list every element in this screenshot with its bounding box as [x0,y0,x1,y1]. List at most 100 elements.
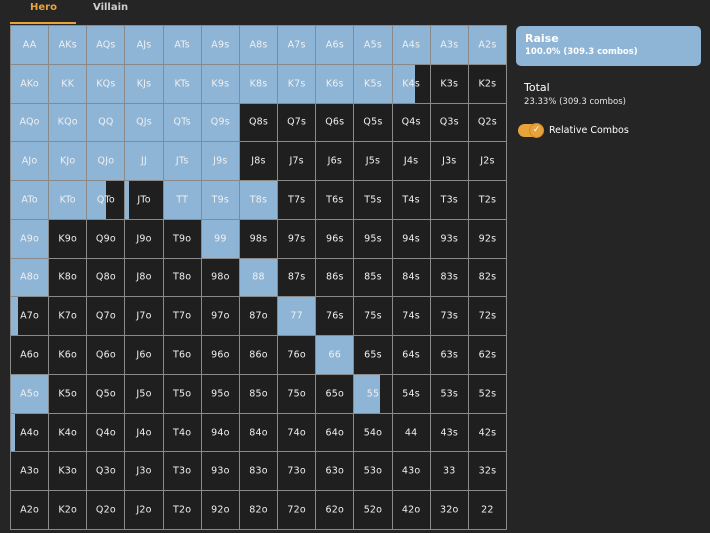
hand-cell[interactable]: J8o [125,258,163,297]
hand-cell[interactable]: T4o [163,413,201,452]
hand-cell[interactable]: AJo [11,142,49,181]
hand-cell[interactable]: Q3o [87,452,125,491]
hand-cell[interactable]: J2o [125,491,163,529]
hand-cell[interactable]: TT [163,181,201,219]
hand-cell[interactable]: T2o [163,491,201,529]
hand-cell[interactable]: 97o [201,297,239,336]
hand-cell[interactable]: 42s [468,413,506,452]
hand-cell[interactable]: 62s [468,336,506,374]
hand-cell[interactable]: KTs [163,64,201,103]
tab-hero[interactable]: Hero [30,2,57,13]
hand-cell[interactable]: J9s [201,142,239,181]
hand-cell[interactable]: T7o [163,297,201,336]
hand-cell[interactable]: AJs [125,26,163,64]
hand-cell[interactable]: 75o [278,374,316,413]
hand-cell[interactable]: J5o [125,374,163,413]
hand-cell[interactable]: 42o [392,491,430,529]
hand-cell[interactable]: 63o [316,452,354,491]
hand-cell[interactable]: T7s [278,181,316,219]
hand-cell[interactable]: J3o [125,452,163,491]
hand-cell[interactable]: 52s [468,374,506,413]
hand-cell[interactable]: Q3s [430,103,468,142]
hand-cell[interactable]: 43s [430,413,468,452]
hand-cell[interactable]: 63s [430,336,468,374]
hand-cell[interactable]: A3o [11,452,49,491]
hand-cell[interactable]: Q5o [87,374,125,413]
hand-cell[interactable]: Q6s [316,103,354,142]
hand-cell[interactable]: 73s [430,297,468,336]
hand-cell[interactable]: Q7s [278,103,316,142]
hand-cell[interactable]: 95s [354,219,392,258]
hand-cell[interactable]: QTo [87,181,125,219]
hand-cell[interactable]: K7s [278,64,316,103]
hand-cell[interactable]: 73o [278,452,316,491]
hand-cell[interactable]: T3o [163,452,201,491]
hand-cell[interactable]: K9s [201,64,239,103]
hand-cell[interactable]: T8s [239,181,278,219]
hand-cell[interactable]: K4o [49,413,87,452]
hand-cell[interactable]: Q2o [87,491,125,529]
hand-cell[interactable]: 83s [430,258,468,297]
hand-cell[interactable]: K3s [430,64,468,103]
hand-cell[interactable]: 55 [354,374,392,413]
hand-cell[interactable]: K8o [49,258,87,297]
hand-cell[interactable]: A7o [11,297,49,336]
hand-cell[interactable]: T9o [163,219,201,258]
hand-cell[interactable]: Q9o [87,219,125,258]
hand-cell[interactable]: 95o [201,374,239,413]
toggle-switch[interactable]: ✓ [518,123,544,138]
hand-cell[interactable]: 53s [430,374,468,413]
hand-cell[interactable]: K6o [49,336,87,374]
hand-cell[interactable]: T4s [392,181,430,219]
hand-cell[interactable]: K9o [49,219,87,258]
hand-cell[interactable]: 96s [316,219,354,258]
hand-cell[interactable]: A7s [278,26,316,64]
hand-cell[interactable]: 83o [239,452,278,491]
hand-cell[interactable]: ATs [163,26,201,64]
hand-cell[interactable]: QJo [87,142,125,181]
hand-cell[interactable]: A4o [11,413,49,452]
hand-cell[interactable]: Q9s [201,103,239,142]
hand-cell[interactable]: Q4o [87,413,125,452]
hand-cell[interactable]: 44 [392,413,430,452]
hand-cell[interactable]: 97s [278,219,316,258]
hand-cell[interactable]: JJ [125,142,163,181]
hand-cell[interactable]: T5o [163,374,201,413]
hand-cell[interactable]: A2o [11,491,49,529]
hand-cell[interactable]: AQo [11,103,49,142]
hand-cell[interactable]: A5s [354,26,392,64]
hand-cell[interactable]: 86o [239,336,278,374]
hand-cell[interactable]: 99 [201,219,239,258]
hand-cell[interactable]: 82s [468,258,506,297]
hand-cell[interactable]: 54s [392,374,430,413]
hand-cell[interactable]: A8o [11,258,49,297]
hand-cell[interactable]: Q8o [87,258,125,297]
hand-cell[interactable]: J7s [278,142,316,181]
hand-cell[interactable]: JTo [125,181,163,219]
hand-cell[interactable]: 53o [354,452,392,491]
hand-cell[interactable]: K5o [49,374,87,413]
hand-cell[interactable]: KJs [125,64,163,103]
hand-cell[interactable]: 52o [354,491,392,529]
hand-cell[interactable]: 94s [392,219,430,258]
hand-cell[interactable]: A5o [11,374,49,413]
hand-cell[interactable]: KK [49,64,87,103]
hand-cell[interactable]: T6o [163,336,201,374]
hand-cell[interactable]: 92s [468,219,506,258]
hand-cell[interactable]: 64s [392,336,430,374]
hand-cell[interactable]: Q8s [239,103,278,142]
hand-cell[interactable]: 72o [278,491,316,529]
hand-cell[interactable]: KQo [49,103,87,142]
hand-cell[interactable]: 32s [468,452,506,491]
hand-cell[interactable]: AKo [11,64,49,103]
hand-cell[interactable]: A2s [468,26,506,64]
hand-cell[interactable]: J5s [354,142,392,181]
hand-cell[interactable]: 33 [430,452,468,491]
hand-cell[interactable]: 86s [316,258,354,297]
hand-cell[interactable]: J2s [468,142,506,181]
hand-cell[interactable]: 84s [392,258,430,297]
hand-cell[interactable]: 85o [239,374,278,413]
hand-cell[interactable]: 96o [201,336,239,374]
hand-cell[interactable]: 77 [278,297,316,336]
hand-cell[interactable]: J4o [125,413,163,452]
